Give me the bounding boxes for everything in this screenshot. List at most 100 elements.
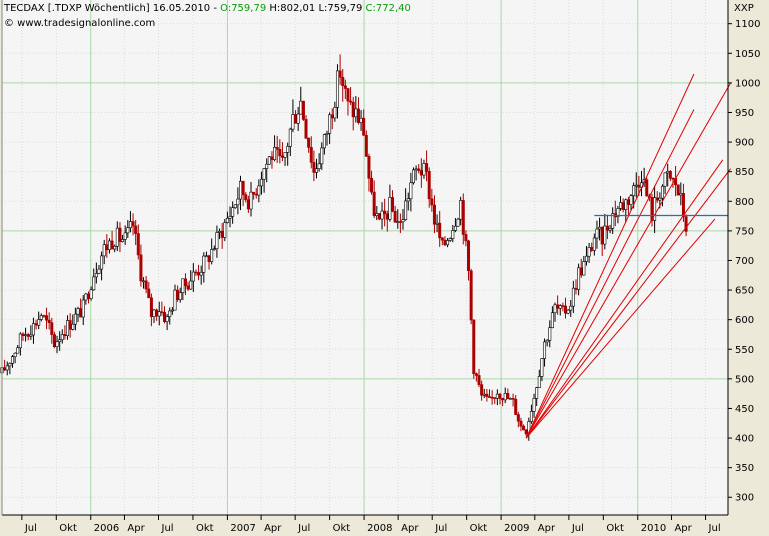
y-tick-label: 750 bbox=[735, 226, 754, 237]
candle-body bbox=[204, 255, 208, 258]
candle-body bbox=[68, 320, 72, 330]
y-tick-label: 550 bbox=[735, 345, 754, 356]
candle-body bbox=[356, 108, 360, 123]
y-tick-label: 1100 bbox=[735, 19, 760, 30]
y-tick-label: 850 bbox=[735, 167, 754, 178]
y-axis: 300 350 400 450 500 550 600 650 700 750 800 850 900 9… bbox=[728, 19, 760, 504]
candle-body bbox=[598, 226, 602, 230]
candle-body bbox=[595, 228, 599, 239]
candle-body bbox=[228, 216, 232, 219]
candle-body bbox=[162, 312, 166, 322]
candle-body bbox=[176, 289, 180, 300]
x-tick-label: Apr bbox=[401, 523, 419, 534]
candle-body bbox=[197, 272, 201, 276]
candle-body bbox=[516, 414, 520, 422]
candle-body bbox=[543, 341, 547, 359]
candle-body bbox=[668, 171, 672, 179]
candle-body bbox=[16, 347, 20, 354]
candle-body bbox=[168, 310, 172, 317]
x-tick-label: Okt bbox=[59, 523, 77, 534]
candle-body bbox=[477, 375, 481, 385]
candle-body bbox=[545, 340, 549, 343]
candle-body bbox=[375, 213, 379, 216]
candle-body bbox=[309, 147, 313, 163]
candle-body bbox=[427, 171, 431, 200]
candle-body bbox=[134, 225, 138, 234]
candle-body bbox=[676, 184, 680, 196]
candle-body bbox=[461, 200, 465, 235]
candle-body bbox=[490, 396, 494, 399]
candle-body bbox=[333, 107, 337, 119]
candle-body bbox=[278, 149, 282, 157]
candle-body bbox=[212, 248, 216, 251]
candle-body bbox=[207, 255, 211, 262]
candle-body bbox=[351, 101, 355, 118]
candle-body bbox=[283, 152, 287, 158]
candle-body bbox=[144, 280, 148, 290]
candle-body bbox=[236, 198, 240, 206]
x-tick-label: 2008 bbox=[367, 523, 392, 534]
plot-background bbox=[2, 0, 728, 515]
candle-body bbox=[52, 334, 56, 348]
candle-body bbox=[322, 134, 326, 149]
x-tick-label: Jul bbox=[297, 523, 310, 534]
x-tick-label: Okt bbox=[196, 523, 214, 534]
candle-body bbox=[584, 255, 588, 262]
grid-lines bbox=[2, 0, 728, 515]
candle-body bbox=[377, 213, 381, 220]
candle-body bbox=[414, 168, 418, 171]
candle-body bbox=[587, 247, 591, 257]
candle-body bbox=[443, 239, 447, 246]
candle-body bbox=[582, 261, 586, 276]
candle-body bbox=[592, 237, 596, 251]
x-tick-label: Apr bbox=[674, 523, 692, 534]
candle-body bbox=[655, 197, 659, 201]
candle-body bbox=[629, 195, 633, 205]
y-tick-label: 300 bbox=[735, 493, 754, 504]
candle-body bbox=[26, 334, 30, 337]
candle-body bbox=[107, 240, 111, 251]
fan-lines bbox=[525, 73, 732, 439]
candle-body bbox=[459, 200, 463, 220]
x-tick-label: Jul bbox=[434, 523, 447, 534]
candle-body bbox=[537, 376, 541, 388]
candle-body bbox=[97, 268, 101, 274]
x-tick-label: Apr bbox=[127, 523, 145, 534]
candle-body bbox=[380, 210, 384, 220]
candle-body bbox=[71, 323, 75, 330]
instrument-label: TECDAX [.TDXP Wöchentlich] 16.05.2010 - bbox=[4, 3, 221, 14]
candle-body bbox=[81, 299, 85, 318]
candle-body bbox=[100, 255, 104, 270]
candle-body bbox=[63, 334, 67, 337]
candle-body bbox=[262, 168, 266, 180]
candle-body bbox=[42, 315, 46, 317]
candle-body bbox=[485, 393, 489, 397]
fan-line bbox=[525, 218, 716, 439]
candle-body bbox=[398, 221, 402, 223]
candle-body bbox=[315, 168, 319, 173]
candle-body bbox=[47, 319, 51, 323]
candle-body bbox=[660, 185, 664, 199]
candle-body bbox=[73, 313, 77, 325]
fan-line bbox=[525, 109, 695, 439]
candle-body bbox=[8, 363, 12, 367]
candle-body bbox=[92, 276, 96, 291]
candle-body bbox=[199, 271, 203, 276]
candle-body bbox=[388, 197, 392, 220]
x-tick-label: Jul bbox=[161, 523, 174, 534]
candle-body bbox=[406, 198, 410, 202]
candle-body bbox=[498, 393, 502, 399]
candle-body bbox=[152, 309, 156, 317]
candle-body bbox=[233, 204, 237, 208]
candle-body bbox=[511, 397, 515, 400]
y-tick-label: 900 bbox=[735, 138, 754, 149]
candle-body bbox=[115, 227, 119, 247]
candle-body bbox=[616, 208, 620, 218]
fan-line bbox=[525, 82, 732, 439]
candle-body bbox=[18, 333, 22, 349]
chart-header: TECDAX [.TDXP Wöchentlich] 16.05.2010 - … bbox=[4, 3, 411, 14]
candle-body bbox=[548, 327, 552, 341]
candle-body bbox=[508, 397, 512, 400]
